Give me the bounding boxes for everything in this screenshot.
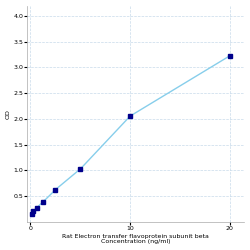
Y-axis label: OD: OD xyxy=(6,109,10,118)
X-axis label: Rat Electron transfer flavoprotein subunit beta
Concentration (ng/ml): Rat Electron transfer flavoprotein subun… xyxy=(62,234,209,244)
